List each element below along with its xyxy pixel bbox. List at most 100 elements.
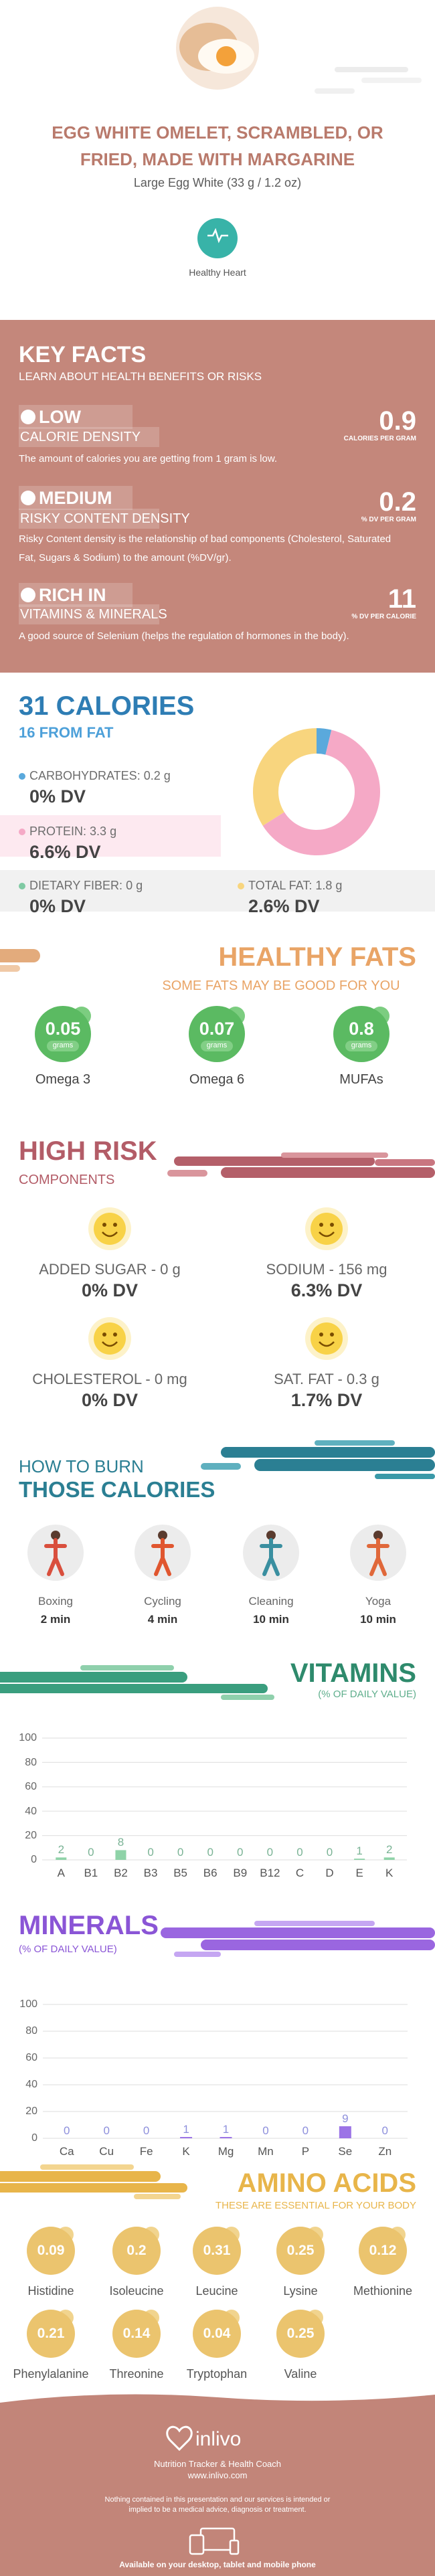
nutrient-grams: 1.8 — [315, 879, 333, 893]
nutrient-name: CARBOHYDRATES: — [29, 769, 141, 783]
fact-description: A good source of Selenium (helps the reg… — [19, 630, 349, 642]
footer-availability: Available on your desktop, tablet and mo… — [119, 2559, 316, 2569]
amino-value: 0.2 — [126, 2243, 147, 2259]
x-tick-label: K — [182, 2144, 190, 2158]
fat-unit: grams — [52, 1041, 74, 1050]
decor-stripe — [0, 1672, 187, 1683]
x-tick-label: Mn — [258, 2144, 274, 2158]
risk-icon-eye — [330, 1223, 334, 1227]
activity-time: 4 min — [147, 1612, 178, 1626]
x-tick-label: P — [301, 2144, 310, 2158]
nutrient-dot — [19, 883, 25, 889]
x-tick-label: Ca — [59, 2144, 74, 2158]
activity-head — [266, 1531, 276, 1540]
x-tick-label: B5 — [173, 1866, 188, 1879]
egg-yolk — [216, 46, 236, 66]
chart-subtitle: (% OF DAILY VALUE) — [19, 1944, 117, 1955]
activity-head — [51, 1531, 60, 1540]
nutrient-label: CARBOHYDRATES: 0.2 g — [29, 769, 171, 784]
nutrient-name: TOTAL FAT: — [248, 879, 313, 893]
activity-name: Cycling — [144, 1594, 181, 1608]
amino-name: Tryptophan — [186, 2367, 248, 2381]
decor-stripe — [315, 1440, 395, 1446]
fact-unit: % DV PER GRAM — [361, 516, 416, 523]
decor-stripe — [281, 1152, 388, 1158]
risk-icon — [94, 1322, 126, 1355]
nutrient-unit: g — [163, 769, 171, 783]
y-tick-label: 80 — [25, 1756, 37, 1768]
risk-icon-eye — [102, 1223, 106, 1227]
fat-unit: grams — [206, 1041, 228, 1050]
fact-description: The amount of calories you are getting f… — [19, 453, 278, 464]
high-risk-title: HIGH RISK — [19, 1136, 157, 1166]
activity-name: Cleaning — [248, 1594, 294, 1608]
activity-figure — [151, 1538, 174, 1576]
fat-unit: grams — [351, 1041, 372, 1050]
x-tick-label: D — [325, 1866, 334, 1879]
nutrient-label: DIETARY FIBER: 0 g — [29, 879, 143, 893]
y-tick-label: 60 — [25, 2052, 37, 2064]
fact-icon — [21, 410, 35, 424]
risk-icon — [311, 1213, 343, 1245]
x-tick-label: B6 — [203, 1866, 217, 1879]
fact-name: RISKY CONTENT DENSITY — [20, 511, 190, 526]
footer-tagline: Nutrition Tracker & Health Coach — [153, 2459, 282, 2470]
decor-stripe — [0, 965, 20, 972]
bar-value-label: 0 — [296, 1845, 303, 1859]
decor-stripe — [254, 1921, 375, 1926]
bar — [115, 1850, 126, 1860]
x-tick-label: Cu — [99, 2144, 114, 2158]
x-tick-label: E — [355, 1866, 363, 1879]
fact-value: 0.9 — [379, 406, 416, 436]
fact-unit: CALORIES PER GRAM — [343, 435, 416, 442]
y-tick-label: 20 — [25, 2106, 37, 2118]
x-tick-label: B12 — [260, 1866, 280, 1879]
donut-segment — [262, 729, 380, 855]
fact-level: MEDIUM — [39, 487, 112, 508]
amino-name: Leucine — [195, 2284, 238, 2298]
bar-value-label: 1 — [356, 1844, 363, 1857]
amino-value: 0.04 — [203, 2326, 231, 2342]
bar — [180, 2137, 193, 2138]
fact-icon — [21, 491, 35, 505]
chart-title: MINERALS — [19, 1911, 159, 1940]
amino-name: Isoleucine — [109, 2284, 164, 2298]
bar — [56, 1857, 67, 1860]
fat-value: 0.05 — [45, 1018, 81, 1039]
fat-unit-pill — [47, 1041, 79, 1051]
bar-value-label: 0 — [177, 1845, 184, 1859]
bar — [220, 2137, 232, 2138]
amino-circle — [193, 2227, 241, 2275]
amino-name: Phenylalanine — [13, 2367, 89, 2381]
activity-time: 10 min — [360, 1612, 396, 1626]
fiber-band — [0, 870, 221, 912]
amino-value: 0.09 — [37, 2243, 65, 2259]
x-tick-label: A — [57, 1866, 65, 1879]
decor-stripe — [375, 1159, 435, 1166]
risk-icon-eye — [113, 1333, 117, 1337]
decor-stripe — [174, 1952, 221, 1957]
activity-time: 2 min — [40, 1612, 71, 1626]
protein-band — [0, 815, 221, 857]
fact-level-box — [19, 583, 133, 607]
x-tick-label: B1 — [84, 1866, 98, 1879]
x-tick-label: B3 — [143, 1866, 158, 1879]
amino-value: 0.21 — [37, 2326, 65, 2342]
nutrient-dv: 2.6% DV — [248, 895, 320, 916]
y-tick-label: 80 — [25, 2025, 37, 2037]
bar-value-label: 0 — [143, 2124, 150, 2137]
risk-icon-eye — [319, 1223, 323, 1227]
footer-brand: inlivo — [195, 2428, 242, 2450]
bar-value-label: 0 — [88, 1845, 94, 1859]
y-tick-label: 40 — [25, 2079, 37, 2091]
decor-stripe — [40, 2164, 134, 2170]
x-tick-label: B9 — [233, 1866, 248, 1879]
y-tick-label: 20 — [25, 1830, 37, 1841]
fact-name: VITAMINS & MINERALS — [20, 607, 167, 622]
fact-level: LOW — [39, 406, 81, 427]
risk-dv: 0% DV — [81, 1389, 139, 1410]
nutrient-name: PROTEIN: — [29, 825, 87, 839]
decor-stripe — [161, 1927, 435, 1938]
x-tick-label: C — [295, 1866, 304, 1879]
activity-figure — [260, 1538, 282, 1576]
